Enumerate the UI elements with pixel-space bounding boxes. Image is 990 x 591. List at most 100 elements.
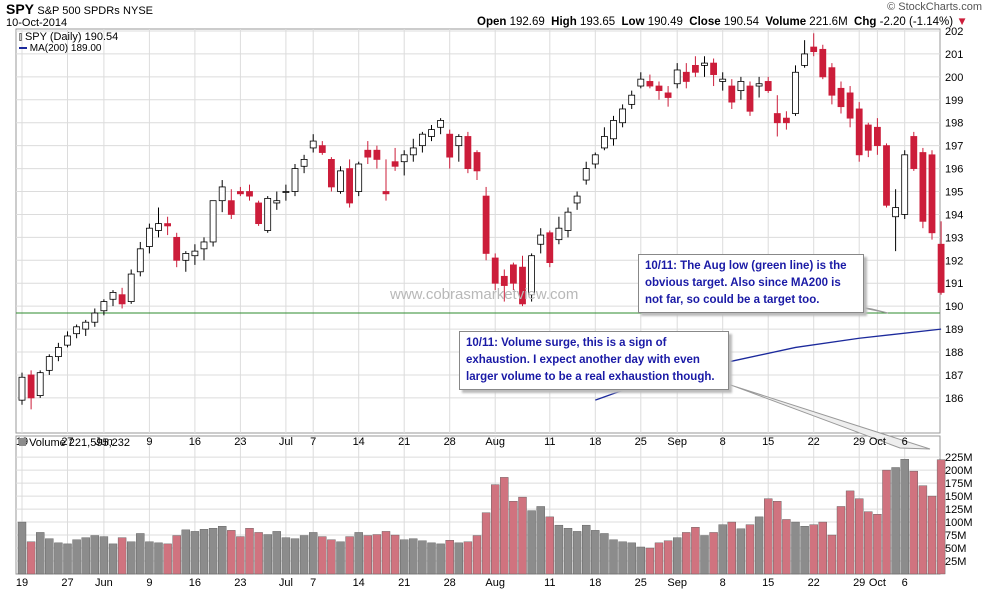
- volume-tick-label: 75M: [945, 530, 966, 542]
- candle-body: [400, 154, 408, 163]
- candle-body: [928, 154, 936, 234]
- volume-bar: [272, 531, 281, 575]
- volume-tick-label: 100M: [945, 517, 973, 529]
- candle-body: [746, 85, 754, 112]
- volume-bar: [290, 538, 300, 575]
- price-tick-label: 191: [945, 278, 963, 290]
- volume-bar: [145, 541, 154, 575]
- annotation-aug-low: 10/11: The Aug low (green line) is the o…: [638, 254, 864, 313]
- volume-bar: [636, 546, 645, 575]
- x-tick-label-price: Sep: [667, 436, 687, 448]
- volume-bar: [754, 516, 764, 575]
- exchange: NYSE: [123, 5, 154, 17]
- price-tick-label: 188: [945, 347, 963, 359]
- price-tick-label: 190: [945, 301, 963, 313]
- candle-body: [792, 71, 799, 114]
- volume-tick-label: 125M: [945, 504, 973, 516]
- x-tick-label-volume: 21: [398, 577, 410, 589]
- candle-body: [682, 71, 690, 82]
- volume-bar: [582, 524, 591, 575]
- candle-body: [837, 87, 845, 108]
- x-tick-label-volume: 19: [16, 577, 28, 589]
- volume-bar: [891, 467, 900, 575]
- candle-body: [209, 200, 217, 243]
- volume-bar: [818, 521, 827, 575]
- price-tick-label: 195: [945, 187, 963, 199]
- stockcharts-credit: © StockCharts.com: [887, 1, 982, 13]
- x-tick-label-volume: 27: [61, 577, 73, 589]
- candle-body: [191, 250, 199, 257]
- candle-body: [18, 376, 26, 401]
- candle-body: [783, 117, 790, 124]
- candle-body: [273, 200, 281, 204]
- candle-body: [391, 161, 399, 167]
- price-tick-label: 200: [945, 72, 963, 84]
- x-tick-label-volume: 6: [902, 577, 908, 589]
- volume-bar: [154, 542, 163, 575]
- x-tick-label-price: 6: [902, 436, 908, 448]
- candle-body: [437, 120, 445, 128]
- low-label: Low: [621, 16, 645, 28]
- volume-tick-label: 25M: [945, 556, 966, 568]
- volume-bar: [45, 538, 54, 575]
- price-tick-label: 194: [945, 209, 963, 221]
- volume-bar: [936, 459, 946, 575]
- volume-bar: [236, 536, 245, 575]
- candle-body: [45, 356, 53, 371]
- volume-bar: [36, 532, 45, 575]
- volume-bar: [427, 542, 436, 575]
- candle-body: [701, 62, 708, 66]
- volume-bar: [318, 536, 327, 575]
- volume-bar: [454, 542, 463, 575]
- candle-body: [246, 191, 253, 197]
- volume-bar: [673, 537, 682, 575]
- x-tick-label-volume: 8: [720, 577, 726, 589]
- price-tick-label: 198: [945, 118, 963, 130]
- candle-body: [500, 275, 508, 286]
- candle-body: [173, 236, 181, 261]
- candle-body: [537, 234, 545, 245]
- volume-bar: [263, 534, 272, 575]
- volume-bar: [227, 530, 236, 575]
- x-tick-label-price: 27: [61, 436, 73, 448]
- close-value: 190.54: [723, 16, 760, 28]
- volume-bar: [545, 516, 554, 575]
- candle-body: [655, 85, 663, 92]
- x-tick-label-volume: 23: [234, 577, 246, 589]
- volume-bar: [864, 511, 873, 575]
- candle-body: [318, 145, 326, 153]
- volume-bar: [354, 532, 363, 575]
- candle-body: [901, 154, 909, 215]
- candle-body: [327, 159, 335, 188]
- volume-bar: [882, 469, 891, 575]
- candle-body: [564, 211, 572, 231]
- volume-bar: [627, 542, 636, 575]
- candle-body: [364, 149, 372, 158]
- volume-bar: [509, 501, 518, 575]
- candle-body: [910, 136, 918, 169]
- volume-bar: [372, 534, 382, 575]
- candle-body: [555, 227, 563, 241]
- candle-body: [646, 81, 654, 87]
- volume-bar: [99, 536, 109, 575]
- candle-body: [519, 266, 526, 305]
- x-tick-label-price: 29: [853, 436, 865, 448]
- x-tick-label-price: 22: [808, 436, 820, 448]
- candle-body: [282, 191, 290, 193]
- price-tick-label: 189: [945, 324, 963, 336]
- x-tick-label-volume: Sep: [667, 577, 687, 589]
- chart-date: 10-Oct-2014: [6, 17, 68, 29]
- volume-bar: [791, 521, 800, 575]
- x-tick-label-volume: Jul: [279, 577, 293, 589]
- price-tick-label: 186: [945, 393, 963, 405]
- volume-bar: [163, 543, 172, 575]
- volume-bar: [418, 540, 427, 575]
- x-tick-label-volume: Aug: [485, 577, 505, 589]
- x-tick-label-price: 8: [720, 436, 726, 448]
- volume-bar: [481, 512, 491, 575]
- candle-body: [673, 69, 681, 85]
- x-tick-label-price: 9: [146, 436, 152, 448]
- candle-body: [418, 133, 426, 147]
- volume-bar: [554, 524, 564, 575]
- candle-body: [937, 243, 945, 293]
